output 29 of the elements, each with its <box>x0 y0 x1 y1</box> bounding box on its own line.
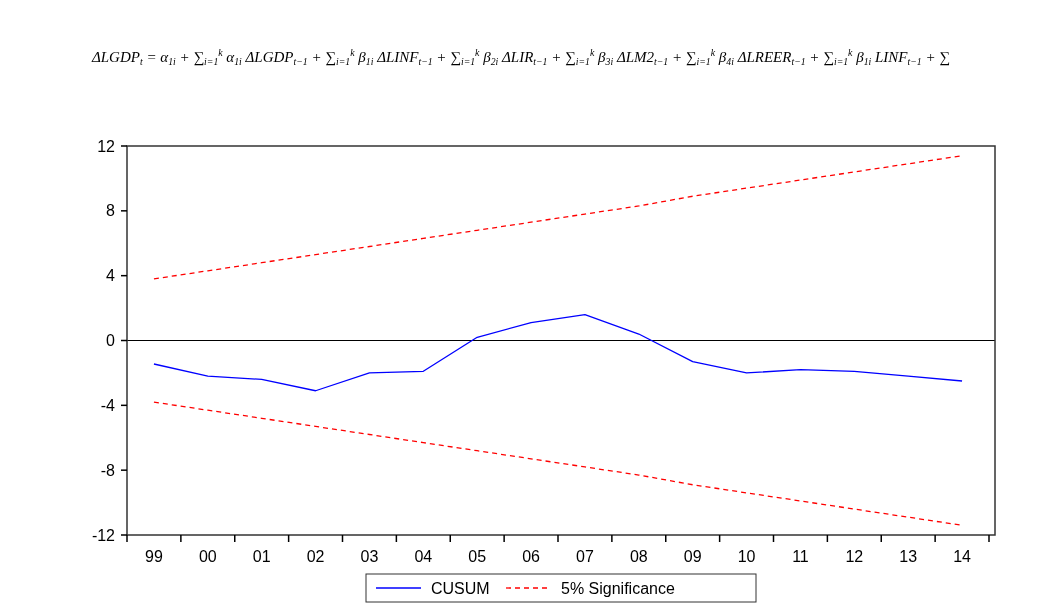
x-tick-label: 08 <box>629 548 648 565</box>
x-tick-label: 14 <box>953 548 972 565</box>
x-tick-label: 01 <box>252 548 271 565</box>
line-series <box>153 401 963 526</box>
x-tick-label: 06 <box>522 548 541 565</box>
line-series <box>153 155 963 280</box>
x-tick-label: 00 <box>198 548 217 565</box>
x-tick-label: 13 <box>899 548 918 565</box>
x-tick-label: 11 <box>792 548 809 565</box>
x-tick-label: 12 <box>845 548 864 565</box>
y-tick-label: 8 <box>106 202 116 220</box>
y-tick-label: 12 <box>97 137 116 155</box>
x-tick-label: 07 <box>576 548 594 565</box>
x-tick-label: 03 <box>360 548 379 565</box>
x-tick-label: 09 <box>683 548 702 565</box>
x-tick-label: 10 <box>737 548 756 565</box>
legend-label: CUSUM <box>431 579 490 597</box>
y-tick-label: -8 <box>100 461 116 479</box>
x-tick-label: 05 <box>468 548 487 565</box>
x-tick-label: 99 <box>145 548 163 565</box>
y-tick-label: 0 <box>106 332 116 350</box>
y-tick-label: 4 <box>106 267 116 285</box>
y-tick-label: -12 <box>91 526 116 544</box>
y-tick-label: -4 <box>100 396 116 414</box>
x-tick-label: 02 <box>306 548 325 565</box>
chart-title: ΔLGDP$_{t}$ = α$_{1i}$ + ∑$_{i=1}$$^{k}$ α$_{1i}$ ΔLGDP$_{t−1}$ + ∑$_{i=1}$$^{k}$ β$_{1i}$ ΔLINF$_{t−1}$ + ∑$_{i=1}$$^{k}$ β$_{2i}$ ΔLIR$_{t−1}$ + ∑$_{i=1}$$^{k}$ β$_{3i}$ ΔLM2$_{t−1}$ + ∑$_{i=1}$$^{k}$ β$_{4i}$ ΔLREER$_{t−1}$ + ∑$_{i=1}$$^{k}$ β$_{1i}$ LINF$_{t−1}$ + ∑ <box>91 47 951 67</box>
legend-label: 5% Significance <box>561 579 675 597</box>
x-tick-label: 04 <box>414 548 433 565</box>
line-series <box>153 313 963 392</box>
